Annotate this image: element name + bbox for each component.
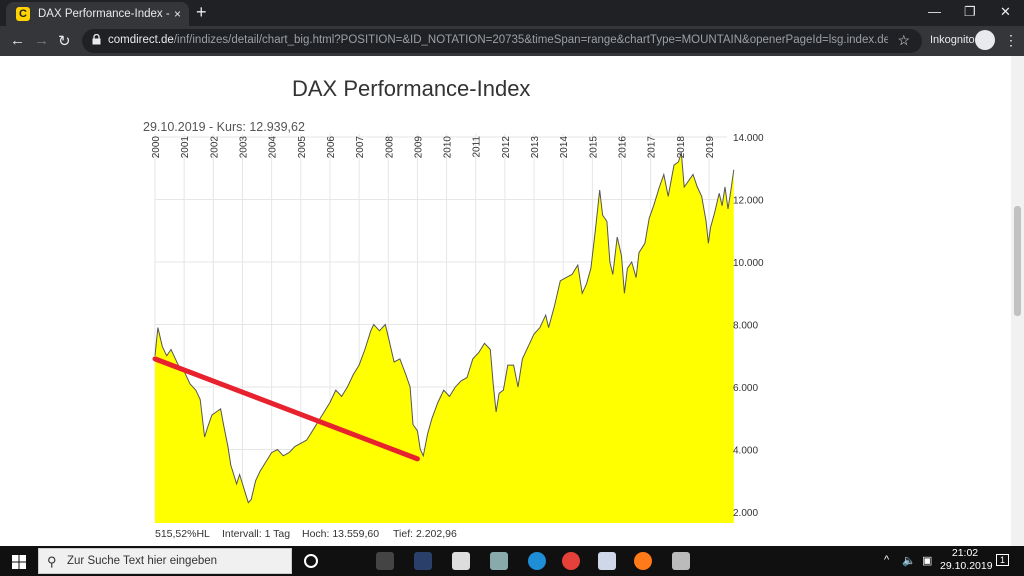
y-tick-label: 4.000 [733,446,758,457]
x-tick-label: 2015 [588,136,599,159]
y-tick-label: 6.000 [733,383,758,394]
url-text: comdirect.de/inf/indizes/detail/chart_bi… [108,34,888,46]
tab-dax[interactable]: C DAX Performance-Index - 846900 × [6,2,189,26]
x-tick-label: 2017 [647,136,658,159]
x-tick-label: 2006 [326,136,337,159]
incognito-icon[interactable] [975,30,995,50]
x-tick-label: 2012 [501,136,512,159]
clock-date: 29.10.2019 [940,560,993,572]
search-icon: ⚲ [47,554,57,569]
trend-annotation-line [152,356,420,462]
page-scrollbar[interactable] [1011,56,1024,546]
x-tick-label: 2013 [530,136,541,159]
taskbar-clock[interactable]: 21:02 29.10.2019 [940,547,993,573]
window-close-icon[interactable]: ✕ [1000,4,1011,19]
area-fill [155,152,734,523]
y-tick-label: 12.000 [733,196,764,207]
stat-hoch: Hoch: 13.559,60 [302,528,380,540]
x-tick-label: 2000 [151,136,162,159]
x-tick-label: 2001 [180,136,191,159]
x-tick-label: 2003 [238,136,249,159]
app-icon-4[interactable] [528,552,546,570]
clock-time: 21:02 [951,547,979,559]
forward-arrow-icon[interactable]: → [34,32,49,49]
stat-interval: Intervall: 1 Tag [222,528,291,540]
x-tick-label: 2004 [268,136,279,159]
address-bar[interactable]: comdirect.de/inf/indizes/detail/chart_bi… [82,29,922,53]
new-tab-button[interactable]: + [196,2,207,22]
tab-strip: C DAX Performance-Index - 846900 × + — ❐… [0,0,1024,26]
windows-taskbar: ⚲ Zur Suche Text hier eingeben ^ 🔈 ▣ 21:… [0,546,1024,576]
notification-icon[interactable]: 1 [996,554,1010,566]
x-tick-label: 2009 [413,136,424,159]
bookmark-star-icon[interactable]: ☆ [897,32,910,48]
search-placeholder: Zur Suche Text hier eingeben [67,555,218,567]
cortana-icon[interactable] [304,554,318,568]
app-icon-3[interactable] [490,552,508,570]
x-tick-label: 2014 [559,136,570,159]
tab-close-icon[interactable]: × [174,7,182,21]
windows-start-icon[interactable] [12,555,26,569]
y-tick-label: 10.000 [733,258,764,269]
app-icon-1[interactable] [376,552,394,570]
page-content: DAX Performance-Index 29.10.2019 - Kurs:… [0,56,1011,546]
incognito-label: Inkognito [930,34,975,46]
price-line [154,152,735,504]
url-path: /inf/indizes/detail/chart_big.html?POSIT… [173,34,888,46]
x-tick-label: 2005 [297,136,308,159]
tab-title: DAX Performance-Index - 846900 [38,8,170,20]
volume-icon[interactable]: 🔈 [902,555,916,567]
browser-menu-icon[interactable]: ⋮ [1004,32,1018,48]
x-tick-label: 2018 [676,136,687,159]
comdirect-favicon-icon: C [16,7,30,21]
dax-chart: 2000 2001 2002 2003 2004 2005 2006 2007 2008 2009… [151,133,764,523]
scrollbar-thumb[interactable] [1014,206,1021,316]
x-tick-label: 2002 [209,136,220,159]
x-tick-label: 2016 [618,136,629,159]
browser-toolbar: ← → ↻ comdirect.de/inf/indizes/detail/ch… [0,26,1024,56]
app-icon-2[interactable] [414,552,432,570]
tray-chevron-icon[interactable]: ^ [884,554,890,566]
stat-performance: 515,52%HL [155,528,210,540]
stat-tief: Tief: 2.202,96 [393,528,457,540]
lock-icon [92,34,101,45]
y-tick-label: 8.000 [733,321,758,332]
back-arrow-icon[interactable]: ← [10,32,25,49]
y-tick-label: 2.000 [733,508,758,519]
reload-icon[interactable]: ↻ [58,33,71,50]
chrome-icon[interactable] [562,552,580,570]
minimize-icon[interactable]: — [928,4,941,19]
firefox-icon[interactable] [634,552,652,570]
taskbar-search-box[interactable]: ⚲ Zur Suche Text hier eingeben [38,548,292,574]
kurs-line: 29.10.2019 - Kurs: 12.939,62 [143,120,305,134]
x-tick-label: 2007 [355,136,366,159]
calculator-icon[interactable] [452,552,470,570]
chart-title: DAX Performance-Index [292,76,531,101]
url-host: comdirect.de [108,34,174,46]
x-tick-label: 2011 [472,136,483,158]
y-tick-label: 14.000 [733,133,764,144]
restore-icon[interactable]: ❐ [964,4,976,19]
x-tick-label: 2019 [705,136,716,159]
x-tick-label: 2010 [443,136,454,159]
network-icon[interactable]: ▣ [922,555,933,567]
app-icon-5[interactable] [598,552,616,570]
app-icon-6[interactable] [672,552,690,570]
x-tick-label: 2008 [384,136,395,159]
